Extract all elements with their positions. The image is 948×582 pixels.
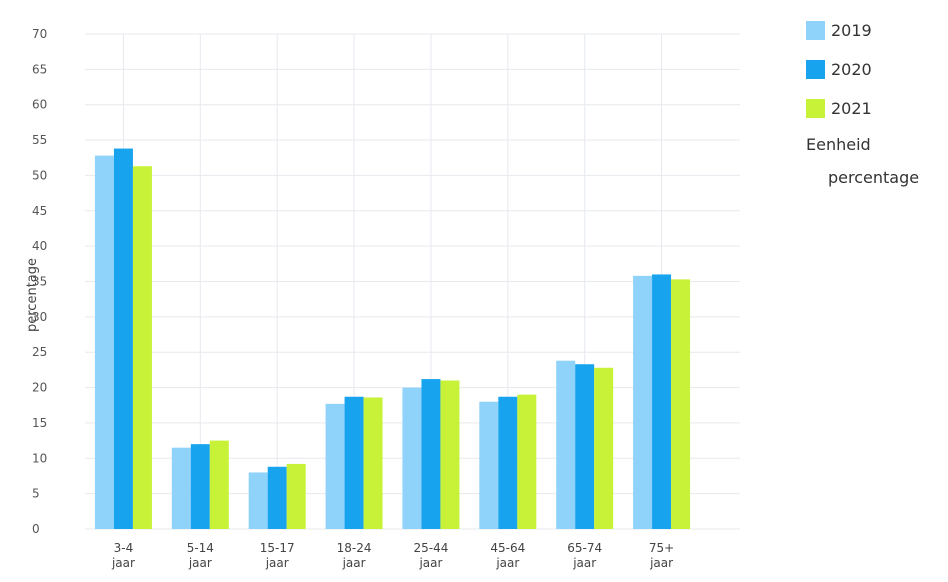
x-axis-ticks: 3-4jaar5-14jaar15-17jaar18-24jaar25-44ja… — [111, 541, 674, 570]
bar-2020[interactable] — [344, 396, 364, 529]
bar-2021[interactable] — [440, 380, 460, 530]
y-tick-label: 70 — [32, 27, 47, 41]
x-tick-label: 3-4 — [114, 541, 134, 555]
y-tick-label: 40 — [32, 239, 47, 253]
legend-label: 2020 — [831, 59, 872, 79]
unit-title: Eenheid — [806, 135, 871, 154]
bar-2021[interactable] — [594, 367, 614, 529]
x-tick-label: jaar — [265, 556, 289, 570]
y-tick-label: 55 — [32, 133, 47, 147]
y-tick-label: 35 — [32, 275, 47, 289]
legend-item-2019[interactable]: 2019 — [806, 20, 919, 40]
y-tick-label: 25 — [32, 345, 47, 359]
legend-item-2021[interactable]: 2021 — [806, 98, 919, 118]
x-tick-label: 15-17 — [260, 541, 295, 555]
bar-2019[interactable] — [94, 155, 114, 529]
x-tick-label: jaar — [188, 556, 212, 570]
bar-2019[interactable] — [248, 472, 268, 529]
bar-2020[interactable] — [267, 466, 287, 529]
bar-2021[interactable] — [132, 166, 152, 529]
x-tick-label: 5-14 — [187, 541, 214, 555]
bar-2020[interactable] — [421, 379, 441, 529]
legend-swatch — [806, 59, 825, 79]
x-tick-label: jaar — [572, 556, 596, 570]
bar-2021[interactable] — [671, 279, 691, 529]
y-tick-label: 15 — [32, 416, 47, 430]
y-tick-label: 45 — [32, 204, 47, 218]
bar-2020[interactable] — [575, 364, 595, 529]
x-tick-label: 65-74 — [567, 541, 602, 555]
y-tick-label: 60 — [32, 98, 47, 112]
y-axis-ticks: 0 5 10 15 20 25 30 35 40 45 50 55 60 65 70 — [32, 27, 47, 536]
bar-2021[interactable] — [517, 394, 537, 529]
legend: 2019 2020 2021 Eenheid percentage — [806, 20, 919, 187]
y-tick-label: 20 — [32, 381, 47, 395]
bar-2020[interactable] — [190, 444, 210, 529]
x-tick-label: jaar — [649, 556, 673, 570]
legend-swatch — [806, 98, 825, 118]
bar-2020[interactable] — [498, 396, 518, 529]
x-tick-label: jaar — [342, 556, 366, 570]
x-tick-label: 75+ — [649, 541, 674, 555]
y-tick-label: 0 — [32, 522, 40, 536]
x-tick-label: 45-64 — [490, 541, 525, 555]
y-tick-label: 10 — [32, 451, 47, 465]
legend-label: 2019 — [831, 20, 872, 40]
bar-2021[interactable] — [209, 440, 229, 529]
bar-2021[interactable] — [286, 463, 306, 529]
x-tick-label: jaar — [495, 556, 519, 570]
bar-2019[interactable] — [171, 447, 191, 529]
bar-2020[interactable] — [652, 274, 672, 529]
bar-2021[interactable] — [363, 397, 383, 529]
y-tick-label: 50 — [32, 168, 47, 182]
bar-2019[interactable] — [556, 360, 576, 529]
x-tick-label: jaar — [418, 556, 442, 570]
bar-2020[interactable] — [113, 148, 133, 530]
y-tick-label: 5 — [32, 487, 40, 501]
legend-swatch — [806, 20, 825, 40]
y-axis-label: percentage — [25, 258, 40, 332]
bar-2019[interactable] — [479, 401, 499, 529]
legend-item-2020[interactable]: 2020 — [806, 59, 919, 79]
bar-2019[interactable] — [325, 403, 345, 529]
legend-label: 2021 — [831, 98, 872, 118]
bars — [94, 148, 691, 530]
x-tick-label: jaar — [111, 556, 135, 570]
unit-value: percentage — [828, 168, 920, 187]
y-tick-label: 30 — [32, 310, 47, 324]
bar-2019[interactable] — [402, 387, 422, 529]
x-tick-label: 25-44 — [414, 541, 449, 555]
bar-2019[interactable] — [633, 275, 653, 529]
x-tick-label: 18-24 — [337, 541, 372, 555]
y-tick-label: 65 — [32, 62, 47, 76]
